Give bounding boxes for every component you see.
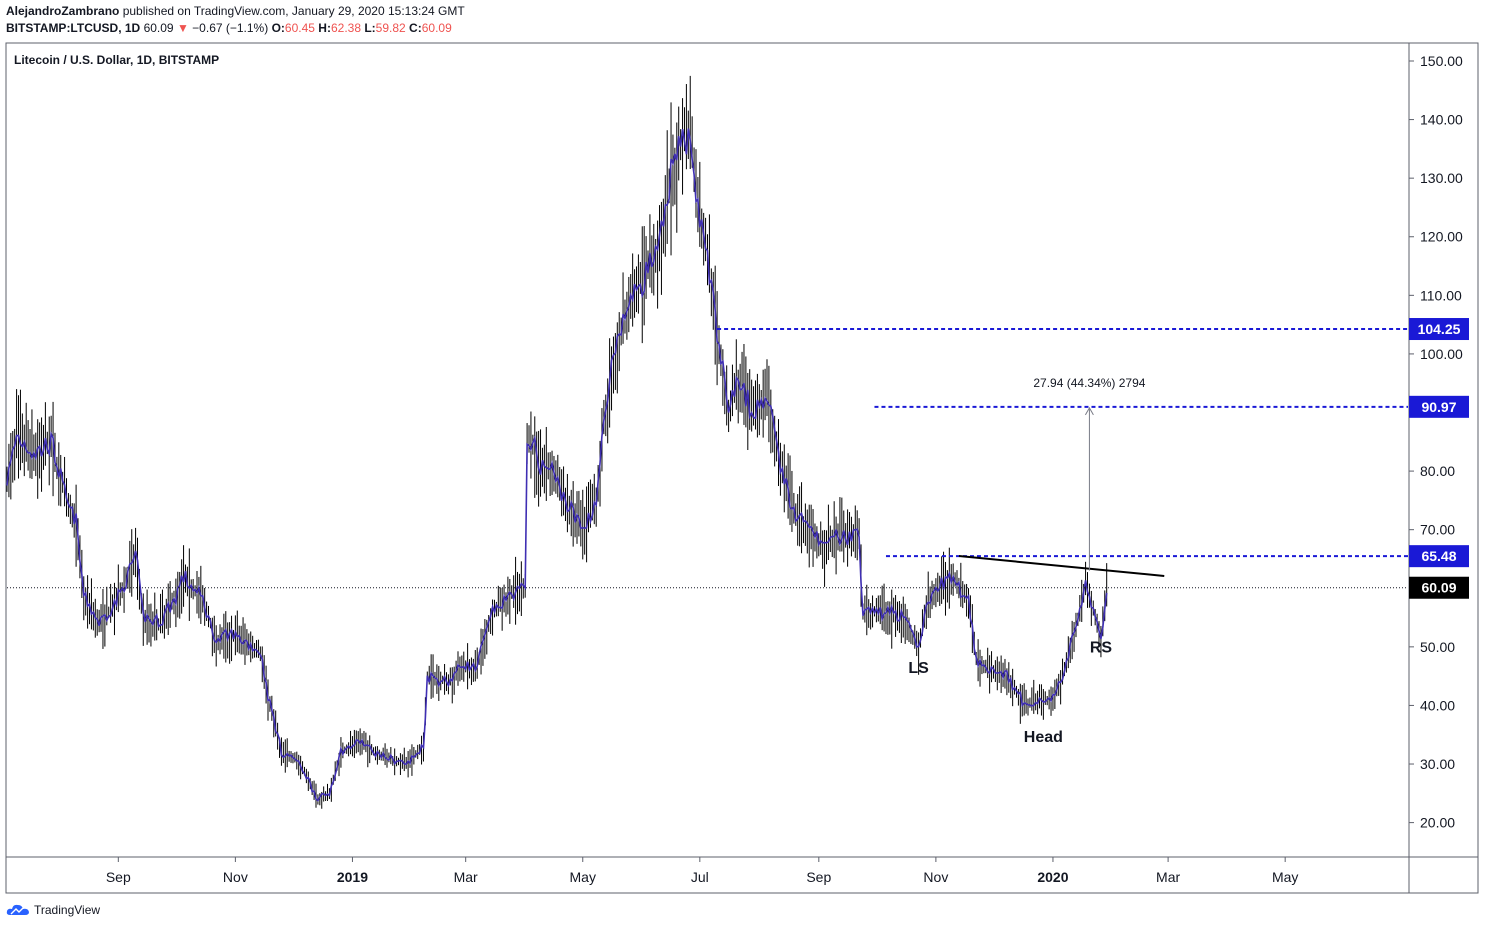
open-label: O: — [271, 21, 285, 35]
time-tick-label: Jul — [691, 869, 709, 885]
price-change: −0.67 (−1.1%) — [192, 21, 269, 35]
price-series — [6, 128, 1108, 802]
tradingview-brand[interactable]: TradingView — [34, 903, 101, 917]
chart-title: Litecoin / U.S. Dollar, 1D, BITSTAMP — [14, 53, 220, 67]
close-value: 60.09 — [421, 21, 452, 35]
chart-frame — [5, 42, 1479, 894]
time-tick-label: Mar — [1156, 869, 1180, 885]
publisher-line: AlejandroZambrano published on TradingVi… — [6, 4, 465, 18]
price-tick-label: 80.00 — [1420, 463, 1455, 479]
high-value: 62.38 — [330, 21, 361, 35]
symbol-label: BITSTAMP:LTCUSD, 1D — [6, 21, 141, 35]
time-tick-label: Sep — [106, 869, 131, 885]
time-tick-label: 2019 — [337, 869, 368, 885]
price-tick-label: 30.00 — [1420, 756, 1455, 772]
price-tick-label: 20.00 — [1420, 815, 1455, 831]
low-value: 59.82 — [375, 21, 406, 35]
level-price-badge: 65.48 — [1421, 548, 1456, 564]
time-tick-label: Nov — [923, 869, 948, 885]
level-price-badge-bg — [1409, 395, 1469, 418]
close-label: C: — [409, 21, 422, 35]
level-price-badge: 104.25 — [1418, 321, 1461, 337]
ohlc-line: BITSTAMP:LTCUSD, 1D 60.09 ▼ −0.67 (−1.1%… — [6, 21, 452, 35]
low-label: L: — [364, 21, 376, 35]
measure-arrow-icon — [1084, 406, 1094, 416]
neckline-trendline[interactable] — [958, 555, 1165, 577]
pattern-label: Head — [1024, 729, 1063, 746]
tradingview-cloud-icon — [6, 904, 30, 915]
tradingview-footer[interactable]: TradingView — [6, 903, 100, 917]
price-tick-label: 100.00 — [1420, 346, 1463, 362]
last-price-badge: 60.09 — [1421, 580, 1456, 596]
price-tick-label: 40.00 — [1420, 697, 1455, 713]
time-tick-label: Nov — [223, 869, 248, 885]
level-price-badge-bg — [1409, 318, 1469, 341]
candle-wicks — [6, 75, 1108, 809]
level-price-badge: 90.97 — [1421, 399, 1456, 415]
price-tick-label: 140.00 — [1420, 112, 1463, 128]
time-tick-label: May — [1272, 869, 1298, 885]
published-text: published on TradingView.com, January 29… — [122, 4, 465, 18]
price-line — [6, 128, 1108, 802]
pattern-label: RS — [1090, 640, 1113, 657]
price-axis[interactable]: 150.00140.00130.00120.00110.00100.0090.0… — [1409, 53, 1469, 831]
level-price-badge-bg — [1409, 545, 1469, 568]
price-tick-label: 120.00 — [1420, 229, 1463, 245]
price-tick-label: 130.00 — [1420, 170, 1463, 186]
high-label: H: — [318, 21, 331, 35]
open-value: 60.45 — [284, 21, 315, 35]
price-tick-label: 150.00 — [1420, 53, 1463, 69]
pattern-label: LS — [908, 660, 929, 677]
price-tick-label: 70.00 — [1420, 522, 1455, 538]
time-tick-label: Sep — [806, 869, 831, 885]
measure-label: 27.94 (44.34%) 2794 — [1033, 376, 1145, 390]
price-tick-label: 50.00 — [1420, 639, 1455, 655]
drawings: 27.94 (44.34%) 2794 LS Head RS — [7, 328, 1408, 746]
down-arrow-icon: ▼ — [176, 21, 189, 35]
last-price-badge-bg — [1409, 576, 1469, 599]
price-tick-label: 110.00 — [1420, 287, 1462, 303]
last-price: 60.09 — [143, 21, 174, 35]
author-name[interactable]: AlejandroZambrano — [6, 4, 120, 18]
time-axis[interactable]: Sep Nov 2019 Mar May Jul Sep Nov 2020 Mar May — [106, 857, 1299, 885]
time-tick-label: Mar — [454, 869, 478, 885]
time-tick-label: 2020 — [1037, 869, 1068, 885]
time-tick-label: May — [570, 869, 596, 885]
